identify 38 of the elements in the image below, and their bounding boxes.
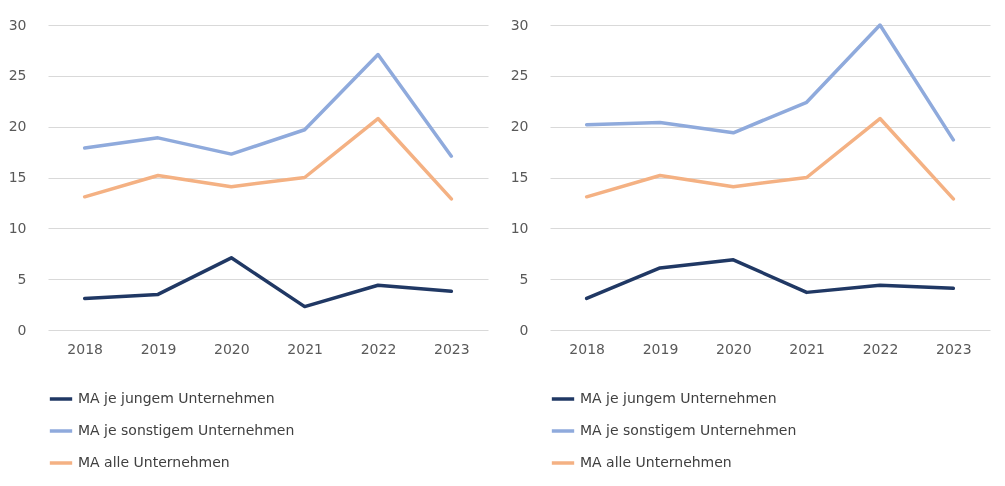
y-tick-label: 20 [8, 118, 27, 135]
y-tick-label: 15 [8, 169, 27, 185]
legend-label: MA je jungem Unternehmen [78, 390, 275, 406]
x-tick-label: 2019 [140, 340, 177, 357]
y-tick-label: 5 [519, 270, 529, 287]
line-series [82, 52, 454, 158]
y-tick-label: 25 [8, 67, 27, 84]
y-tick-label: 25 [510, 67, 529, 84]
legend-label: MA alle Unternehmen [78, 454, 230, 470]
line-series [82, 116, 454, 201]
x-tick-label: 2023 [936, 340, 972, 357]
x-tick-label: 2021 [287, 340, 323, 357]
legend-label: MA alle Unternehmen [580, 454, 732, 470]
legend-label: MA je sonstigem Unternehmen [78, 422, 295, 438]
x-tick-label: 2018 [67, 340, 103, 357]
x-tick-label: 2022 [862, 340, 899, 357]
x-tick-label: 2022 [360, 340, 397, 357]
y-tick-label: 10 [510, 219, 529, 236]
y-tick-label: 20 [510, 118, 529, 135]
line-series [584, 258, 956, 301]
line-series [82, 256, 454, 309]
x-tick-label: 2018 [569, 340, 605, 357]
line-series [584, 23, 956, 142]
x-tick-label: 2021 [789, 340, 825, 357]
y-tick-label: 0 [17, 321, 27, 338]
y-tick-label: 0 [519, 321, 529, 338]
y-tick-label: 10 [8, 219, 27, 236]
y-tick-label: 30 [510, 16, 529, 33]
line-series [584, 116, 956, 201]
legend-label: MA je sonstigem Unternehmen [580, 422, 797, 438]
x-tick-label: 2019 [642, 340, 679, 357]
y-tick-label: 15 [510, 169, 529, 185]
x-tick-label: 2020 [716, 340, 752, 357]
y-tick-label: 5 [17, 270, 27, 287]
legend-label: MA je jungem Unternehmen [580, 390, 777, 406]
y-tick-label: 30 [8, 16, 27, 33]
x-tick-label: 2020 [214, 340, 250, 357]
x-tick-label: 2023 [434, 340, 470, 357]
